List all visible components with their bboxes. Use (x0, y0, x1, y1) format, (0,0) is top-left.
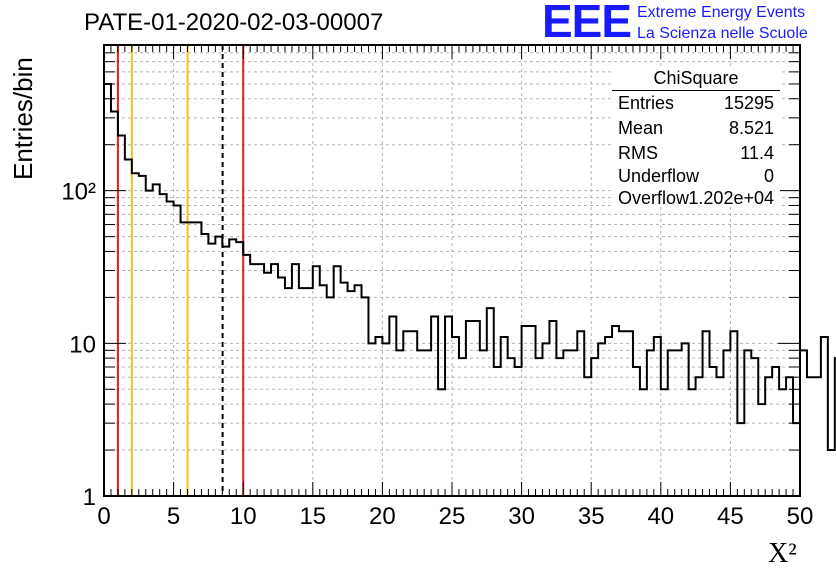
x-tick-label: 15 (299, 503, 326, 530)
histogram-series (104, 82, 836, 452)
stats-row-underflow: Underflow 0 (618, 166, 774, 188)
x-tick-label: 40 (647, 503, 674, 530)
stats-label: Entries (618, 93, 675, 113)
stats-row-rms: RMS 11.4 (618, 143, 774, 165)
stats-row-entries: Entries 15295 (618, 93, 774, 115)
stats-label: Overflow (618, 188, 690, 208)
x-tick-label: 30 (508, 503, 535, 530)
stats-label: RMS (618, 143, 658, 163)
plot-frame (103, 44, 801, 497)
stats-label: Mean (618, 118, 664, 138)
stats-label: Underflow (618, 166, 700, 186)
histogram-line (104, 82, 836, 452)
y-tick-label: 10 (69, 331, 96, 358)
logo-line-2: La Scienza nelle Scuole (637, 25, 808, 42)
stats-box: ChiSquare Entries 15295 Mean 8.521 RMS 1… (612, 66, 780, 208)
y-axis-label: Entries/bin (8, 57, 38, 180)
stats-title: ChiSquare (653, 68, 739, 88)
logo-line-1: Extreme Energy Events (637, 4, 806, 21)
stats-value: 8.521 (728, 118, 774, 138)
stats-row-mean: Mean 8.521 (618, 118, 774, 140)
x-tick-label: 25 (439, 503, 466, 530)
y-tick-label: 1 (83, 484, 96, 511)
x-tick-label: 35 (578, 503, 605, 530)
x-tick-label: 50 (787, 503, 814, 530)
stats-value: 0 (763, 166, 774, 186)
x-tick-label: 20 (369, 503, 396, 530)
stats-value: 15295 (723, 93, 774, 113)
x-tick-label: 0 (97, 503, 110, 530)
y-tick-label: 10² (61, 179, 96, 206)
tick-labels: 0 5 10 15 20 25 30 35 40 45 50 1 10 10² (61, 179, 813, 530)
chart-title: PATE-01-2020-02-03-00007 (84, 9, 384, 36)
stats-row-overflow: Overflow 1.202e+04 (618, 188, 774, 210)
stats-divider (612, 90, 780, 91)
stats-value: 11.4 (740, 143, 774, 163)
x-tick-label: 45 (717, 503, 744, 530)
eee-logo: EEE (542, 0, 632, 47)
x-axis-label: X² (768, 538, 797, 569)
x-tick-label: 10 (230, 503, 257, 530)
stats-value: 1.202e+04 (688, 188, 774, 208)
x-tick-label: 5 (167, 503, 180, 530)
